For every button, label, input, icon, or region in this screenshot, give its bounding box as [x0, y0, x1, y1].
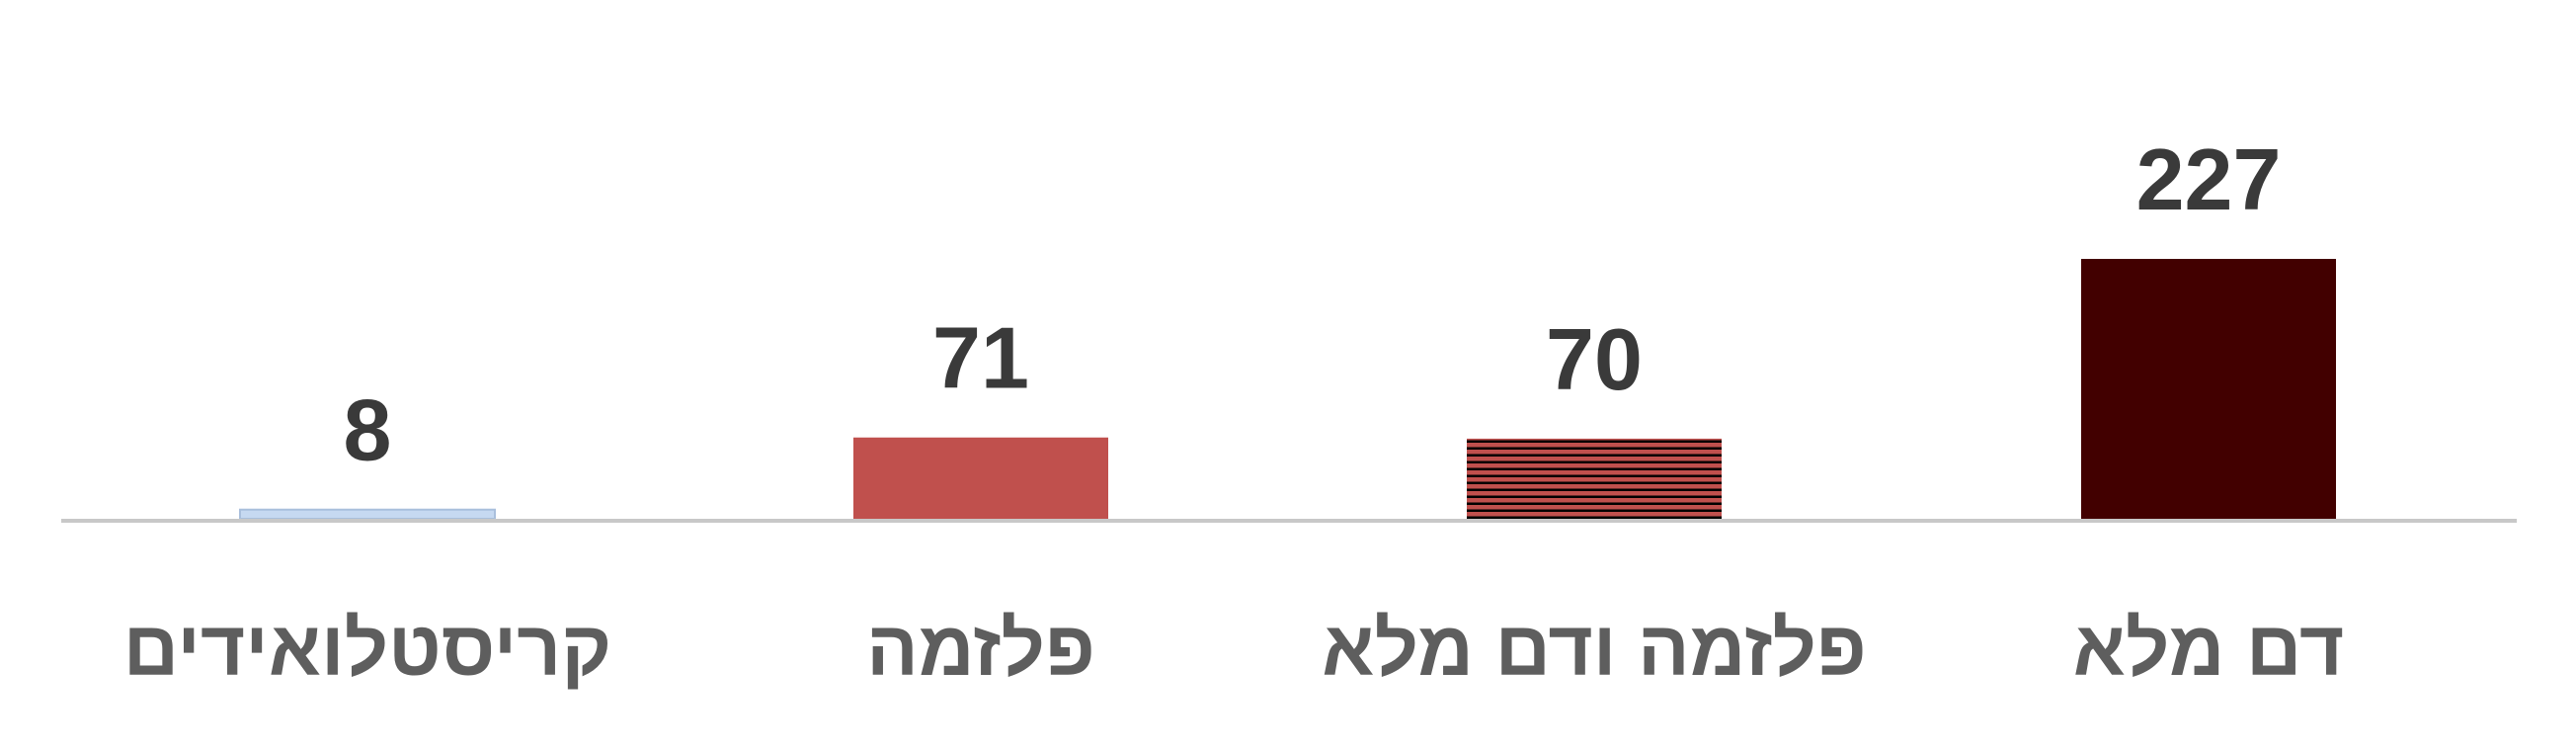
bar-3	[853, 437, 1108, 519]
category-label-1: דם מלא	[2073, 605, 2345, 692]
data-label-2: 70	[1546, 310, 1643, 408]
data-label-1: 227	[2136, 130, 2282, 228]
data-label-3: 71	[932, 309, 1029, 407]
bar-1	[2081, 259, 2336, 519]
category-label-4: קריסטלואידים	[123, 605, 611, 692]
bar-4	[239, 508, 496, 520]
category-label-3: פלזמה	[866, 605, 1095, 692]
data-label-4: 8	[344, 381, 392, 479]
bar-2	[1467, 438, 1722, 519]
category-label-2: פלזמה ודם מלא	[1322, 605, 1867, 692]
